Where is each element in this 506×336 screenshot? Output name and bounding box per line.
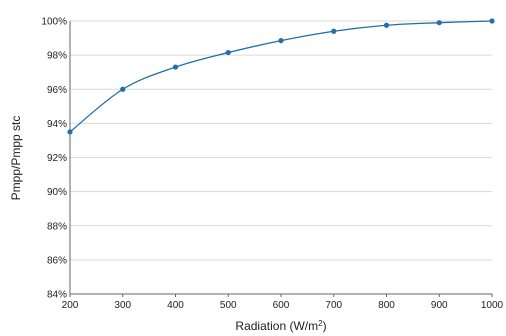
y-tick-label: 90% bbox=[47, 187, 67, 198]
x-tick-label: 1000 bbox=[481, 300, 504, 311]
grid-lines bbox=[70, 20, 492, 261]
y-tick-label: 86% bbox=[47, 255, 67, 266]
x-tick-labels: 200 300 400 500 600 700 800 900 1000 bbox=[62, 300, 504, 311]
data-point bbox=[172, 64, 179, 70]
data-point bbox=[278, 38, 284, 44]
data-point bbox=[489, 18, 495, 24]
y-tick-labels: 84% 86% 88% 90% 92% 94% 96% 98% 100% bbox=[41, 17, 67, 301]
y-tick-label: 100% bbox=[41, 17, 67, 28]
data-point bbox=[331, 28, 337, 34]
y-tick-label: 96% bbox=[47, 85, 67, 96]
data-point bbox=[383, 22, 390, 28]
x-axis-label-close: ) bbox=[323, 319, 327, 333]
x-tick-label: 200 bbox=[62, 300, 79, 311]
series bbox=[67, 18, 495, 135]
x-axis-label-superscript: 2 bbox=[318, 319, 323, 328]
x-tick-label: 800 bbox=[378, 300, 395, 311]
y-tick-label: 88% bbox=[47, 221, 67, 232]
data-point bbox=[436, 20, 442, 26]
data-point bbox=[225, 49, 231, 56]
x-axis-label-main: Radiation (W/m bbox=[235, 319, 318, 333]
x-axis-label: Radiation (W/m2) bbox=[235, 319, 326, 333]
x-tick-label: 600 bbox=[273, 300, 290, 311]
y-axis-label: Pmpp/Pmpp stc bbox=[9, 116, 23, 201]
y-tick-label: 94% bbox=[47, 119, 67, 130]
x-tick-label: 900 bbox=[431, 300, 448, 311]
axes bbox=[69, 21, 493, 297]
y-tick-label: 92% bbox=[47, 153, 67, 164]
y-tick-label: 84% bbox=[47, 290, 67, 301]
x-tick-label: 500 bbox=[220, 300, 237, 311]
x-tick-label: 700 bbox=[325, 300, 342, 311]
x-tick-label: 300 bbox=[114, 300, 131, 311]
y-tick-label: 98% bbox=[47, 51, 67, 62]
data-point bbox=[67, 129, 73, 135]
series-line bbox=[69, 20, 493, 133]
data-point bbox=[120, 86, 126, 92]
x-tick-label: 400 bbox=[167, 300, 184, 311]
